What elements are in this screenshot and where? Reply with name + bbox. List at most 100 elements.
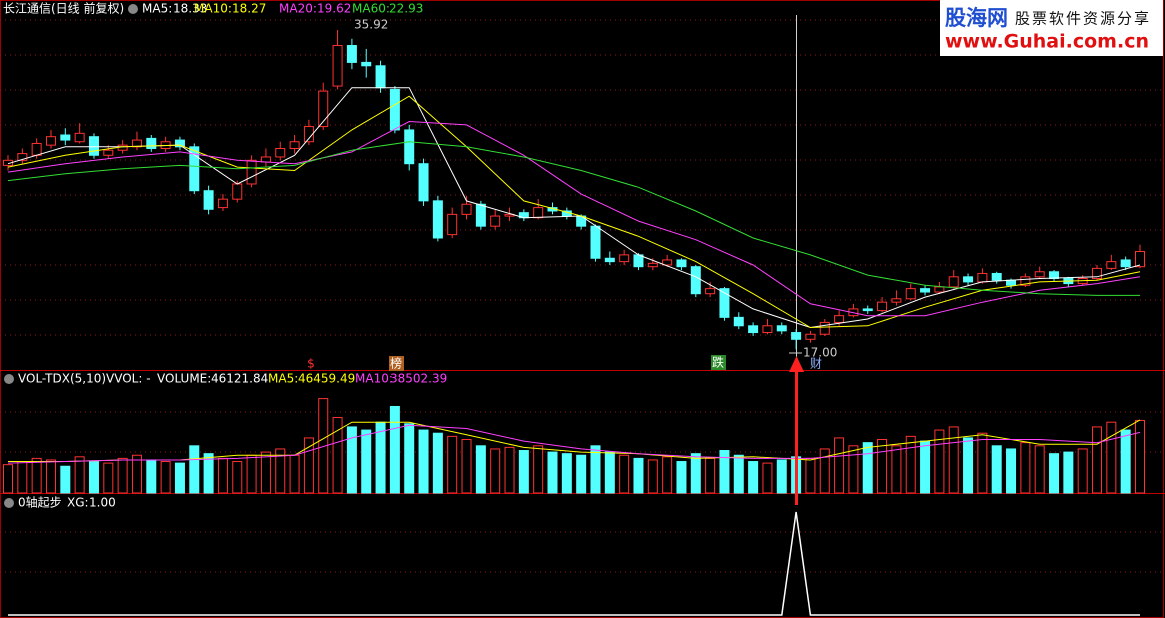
volume-bar bbox=[834, 437, 845, 494]
candle-body bbox=[834, 315, 845, 323]
icon bbox=[4, 374, 14, 384]
volume-bar bbox=[160, 461, 171, 494]
candle-body bbox=[1120, 259, 1131, 268]
volume-bar bbox=[1077, 448, 1088, 494]
candle-body bbox=[246, 159, 257, 185]
legend-value: 1.00 bbox=[89, 496, 116, 510]
volume-bar bbox=[662, 456, 673, 494]
volume-bar bbox=[748, 461, 759, 494]
volume-bar bbox=[461, 439, 472, 494]
candle-body bbox=[791, 332, 802, 340]
watermark-slogan: 股票软件资源分享 bbox=[1015, 10, 1151, 28]
volume-bar bbox=[934, 429, 945, 494]
candle-body bbox=[877, 301, 888, 312]
volume-bar bbox=[45, 459, 56, 494]
candle-body bbox=[88, 136, 99, 156]
volume-bar bbox=[447, 435, 458, 494]
volume-bar bbox=[690, 453, 701, 494]
chart-title: 长江通信(日线 前复权) bbox=[3, 1, 124, 16]
volume-ma-line bbox=[7, 424, 1141, 464]
legend-label: MA10: bbox=[194, 2, 232, 16]
volume-bar bbox=[260, 451, 271, 494]
volume-bar bbox=[361, 429, 372, 494]
legend-value: 19.62 bbox=[317, 2, 351, 16]
ma-line bbox=[7, 141, 1140, 296]
volume-bar bbox=[676, 461, 687, 494]
legend-value: 38502.39 bbox=[390, 372, 447, 386]
volume-bar bbox=[877, 439, 888, 494]
volume-bar bbox=[375, 421, 386, 494]
candle-body bbox=[1006, 279, 1017, 286]
icon bbox=[128, 4, 138, 14]
candle-body bbox=[991, 272, 1002, 281]
volume-bar bbox=[88, 461, 99, 494]
candle-body bbox=[404, 129, 415, 165]
volume-bar bbox=[733, 454, 744, 494]
volume-bar bbox=[1135, 419, 1145, 494]
volume-bar bbox=[174, 462, 185, 494]
volume-bar bbox=[1092, 426, 1103, 494]
volume-bar bbox=[1063, 451, 1074, 494]
volume-bar bbox=[1034, 445, 1045, 494]
volume-bar bbox=[619, 454, 630, 494]
volume-bar bbox=[977, 432, 988, 494]
marker: 榜 bbox=[390, 356, 402, 371]
legend-value: 46459.49 bbox=[298, 372, 355, 386]
volume-bar bbox=[3, 464, 13, 494]
volume-bar bbox=[1020, 442, 1031, 494]
volume-bar bbox=[920, 440, 931, 494]
volume-bar bbox=[418, 429, 429, 494]
volume-bar bbox=[1049, 453, 1060, 494]
volume-bar bbox=[862, 442, 873, 494]
legend-label: MA10: bbox=[355, 372, 393, 386]
volume-bar bbox=[404, 423, 415, 494]
low-label: 17.00 bbox=[803, 346, 837, 360]
volume-bar bbox=[17, 461, 28, 494]
volume-bar bbox=[203, 453, 214, 494]
candle-body bbox=[533, 207, 544, 219]
candle-body bbox=[776, 325, 787, 332]
candle-body bbox=[619, 254, 630, 263]
candle-body bbox=[260, 156, 271, 163]
candle-body bbox=[432, 200, 443, 239]
legend-label: MA5: bbox=[142, 2, 172, 16]
header: 长江通信(日线 前复权) MA5: 18.33 MA10: 18.27 MA20… bbox=[3, 1, 447, 510]
candle-body bbox=[905, 288, 916, 300]
volume-bar bbox=[432, 432, 443, 494]
volume-ma-line bbox=[8, 419, 1141, 462]
candle-body bbox=[1135, 251, 1145, 268]
signal-arrow-head bbox=[789, 356, 804, 372]
candle-body bbox=[361, 61, 372, 67]
volume-bar bbox=[504, 446, 515, 494]
icon bbox=[4, 498, 14, 508]
marks bbox=[3, 29, 1145, 616]
candle-body bbox=[318, 90, 329, 128]
candle-body bbox=[17, 153, 28, 161]
candle-body bbox=[60, 134, 71, 141]
volume-bar bbox=[74, 456, 85, 494]
candle-body bbox=[920, 288, 931, 293]
candle-body bbox=[647, 262, 658, 268]
candle-body bbox=[475, 203, 486, 227]
volume-bar bbox=[719, 450, 730, 494]
volume-bar bbox=[547, 451, 558, 494]
volume-bar bbox=[819, 448, 830, 494]
volume-bar bbox=[561, 453, 572, 494]
candle-body bbox=[1092, 267, 1103, 280]
volume-bar bbox=[963, 437, 974, 494]
marker-bg bbox=[389, 356, 404, 371]
volume-bar bbox=[1106, 421, 1117, 494]
marker-bg bbox=[711, 355, 726, 370]
volume-bar bbox=[805, 457, 816, 494]
volume-bar bbox=[246, 454, 257, 494]
volume-bar bbox=[1120, 429, 1131, 494]
candle-body bbox=[461, 203, 472, 215]
candle-body bbox=[891, 298, 902, 303]
candle-body bbox=[977, 272, 988, 283]
candle-body bbox=[1106, 261, 1117, 269]
volume-bar bbox=[217, 457, 228, 494]
volume-bar bbox=[533, 445, 544, 494]
ma-line bbox=[7, 120, 1141, 317]
legend-value: 18.27 bbox=[232, 2, 266, 16]
